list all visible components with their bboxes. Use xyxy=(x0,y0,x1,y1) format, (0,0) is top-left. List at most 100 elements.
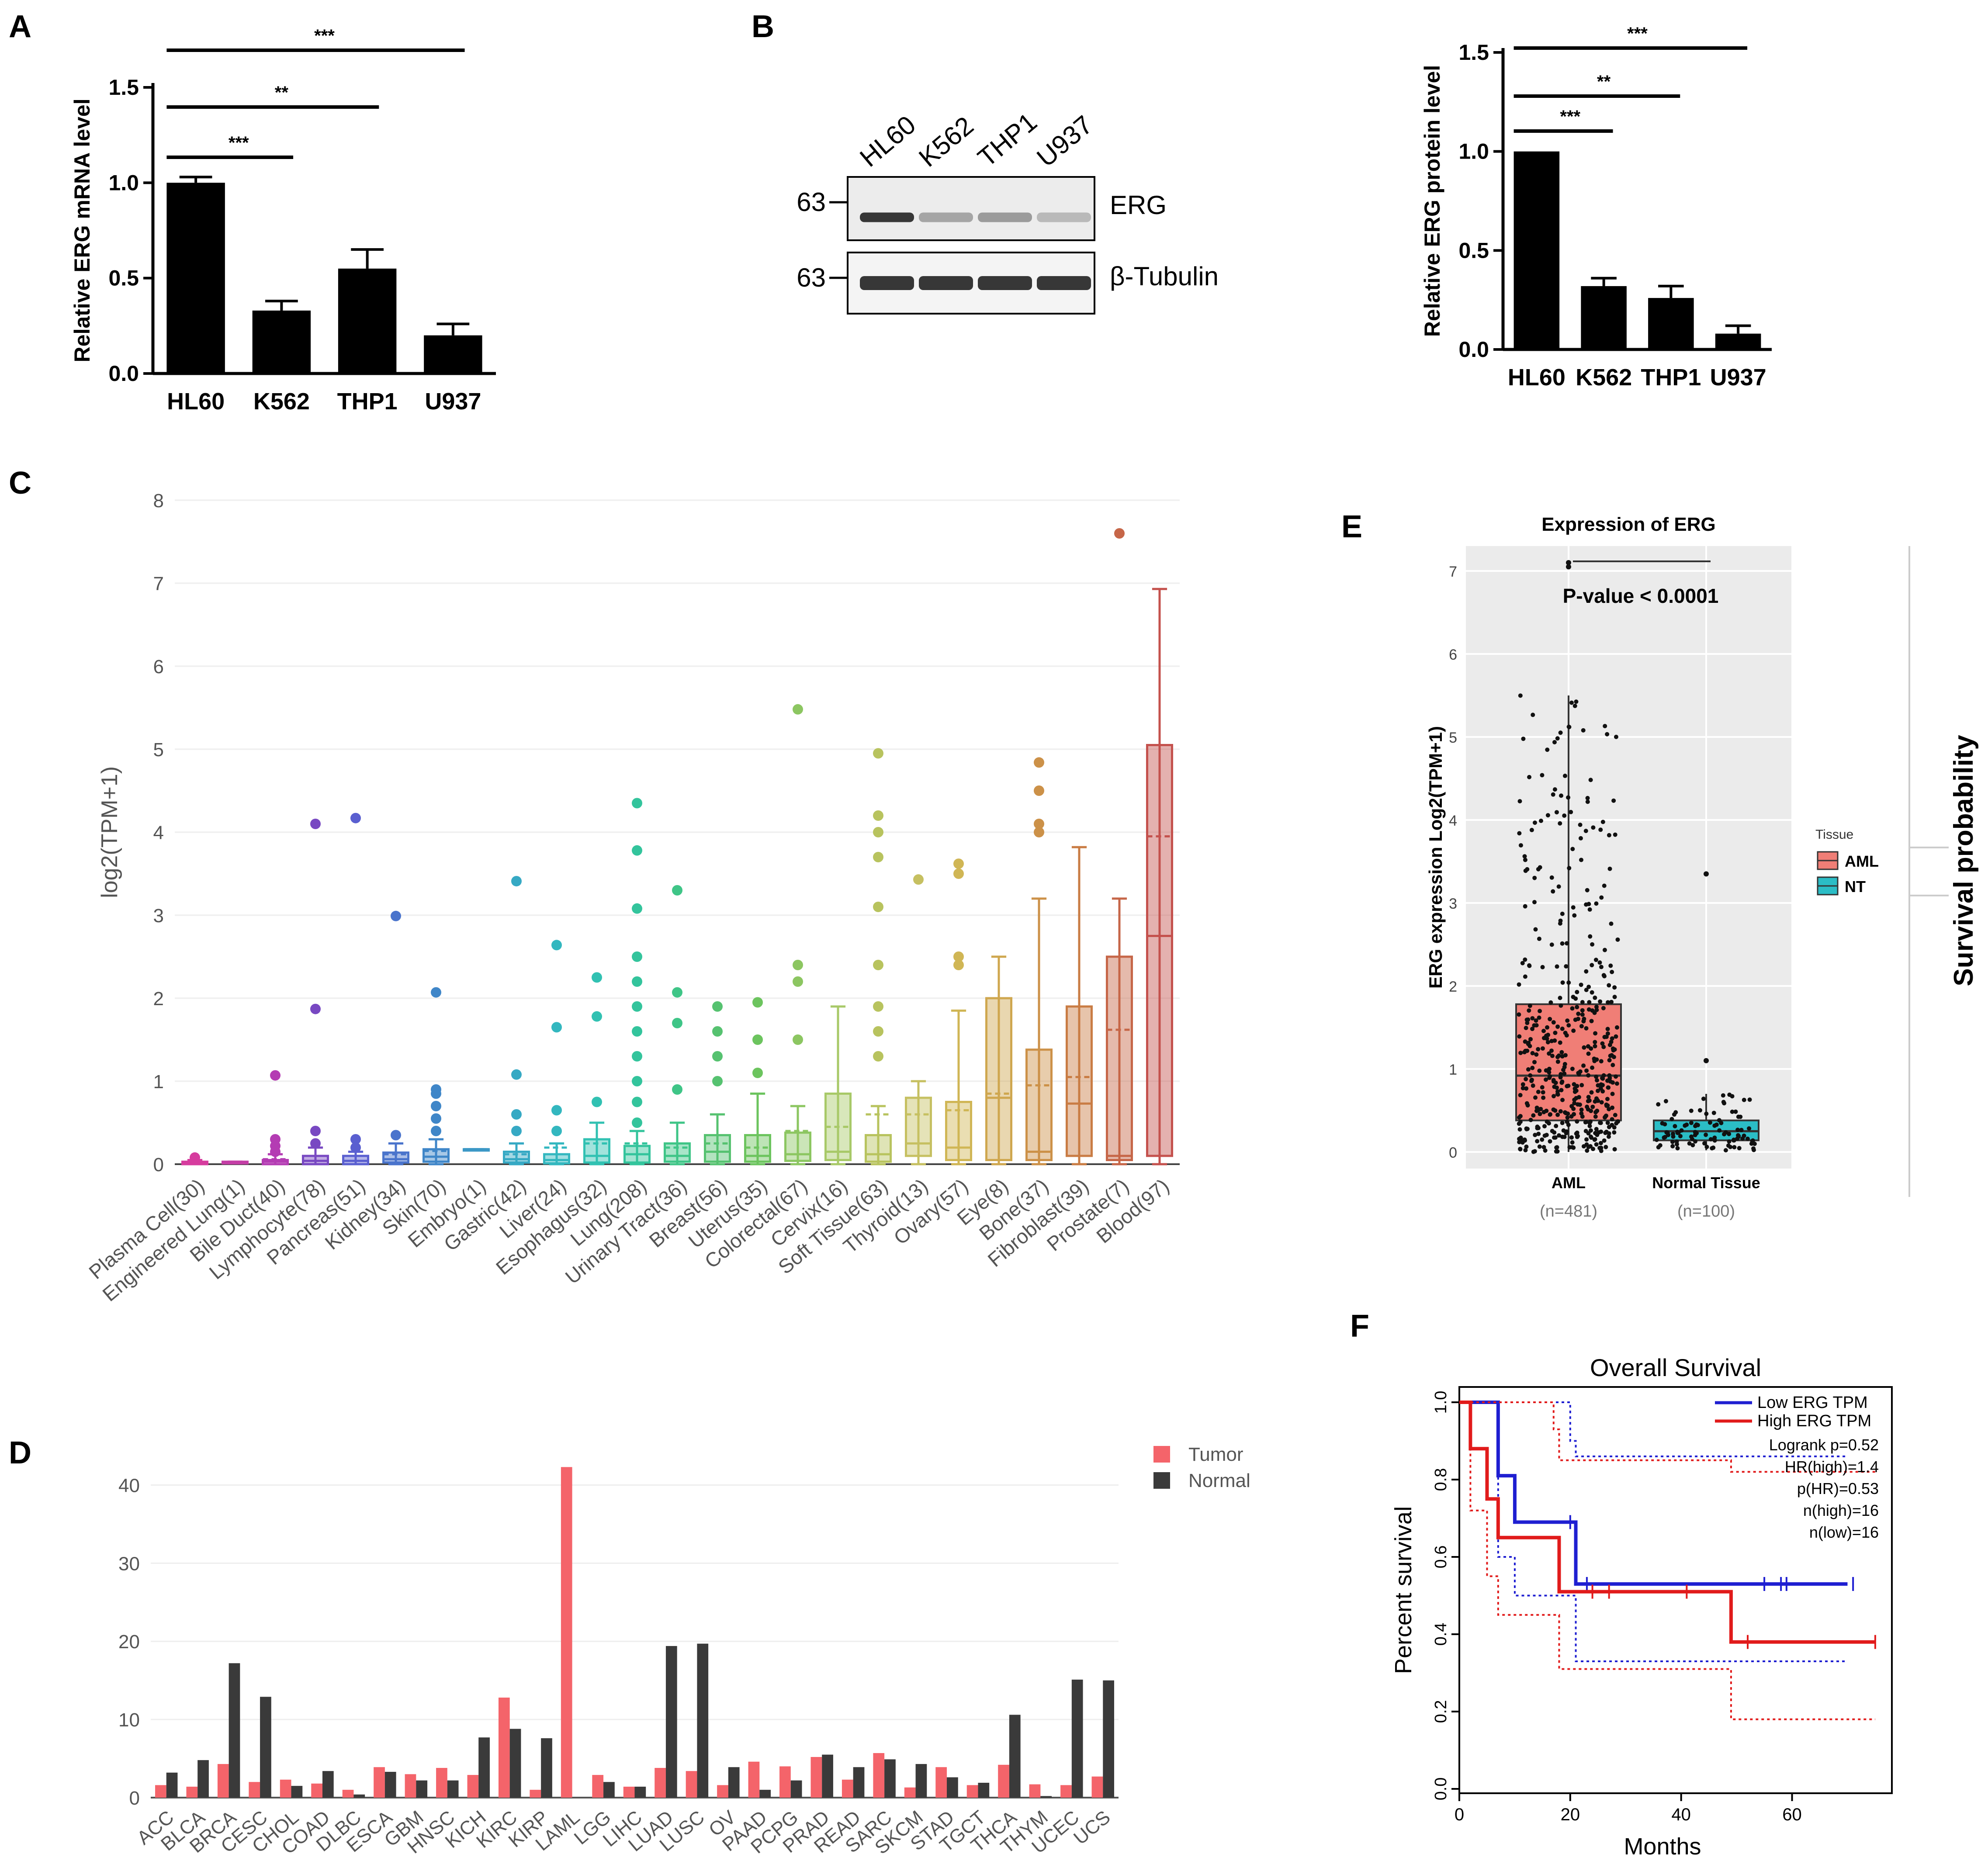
data-point xyxy=(1610,1117,1614,1122)
bar-normal-ov xyxy=(728,1767,740,1798)
bar-normal-stad xyxy=(947,1777,958,1798)
data-point xyxy=(1672,1112,1676,1117)
bar-normal-thca xyxy=(1009,1715,1021,1798)
data-point xyxy=(1708,1137,1713,1141)
stats-label: HR(high)=1.4 xyxy=(1785,1458,1879,1476)
data-point xyxy=(1594,901,1599,906)
data-point xyxy=(1527,1044,1532,1048)
data-point xyxy=(1541,1110,1546,1114)
data-point xyxy=(1605,1121,1610,1125)
data-point xyxy=(1537,1144,1542,1149)
data-point xyxy=(1541,1145,1546,1150)
blot-band xyxy=(978,212,1032,222)
data-point xyxy=(1560,980,1565,985)
series-low-erg-tpm xyxy=(1459,1401,1854,1662)
bar-normal-dlbc xyxy=(353,1794,365,1798)
outlier-point xyxy=(431,1126,441,1136)
data-point xyxy=(1665,1131,1670,1135)
data-point xyxy=(1606,1134,1611,1139)
box-11 xyxy=(623,798,651,1165)
data-point xyxy=(1578,1069,1583,1074)
panel-a: 0.0 0.5 1.0 1.5 Relative ERG mRNA level HL60 K… xyxy=(70,26,496,415)
box-23 xyxy=(1105,528,1133,1165)
outlier-point xyxy=(1034,827,1044,837)
box-iqr xyxy=(1065,1005,1093,1157)
data-point xyxy=(1536,867,1541,872)
data-point xyxy=(1593,1031,1598,1036)
data-point xyxy=(1727,1139,1732,1144)
outlier-point xyxy=(672,1084,682,1095)
data-point xyxy=(1538,1107,1543,1111)
outlier-point xyxy=(632,903,642,914)
outlier-point xyxy=(712,1051,723,1062)
data-point xyxy=(1530,1016,1535,1020)
bar-normal-pcpg xyxy=(790,1780,802,1798)
data-point xyxy=(1545,1040,1550,1044)
data-point xyxy=(1687,1141,1692,1146)
data-point xyxy=(1594,1096,1599,1101)
outlier-point xyxy=(793,960,803,970)
legend-label: High ERG TPM xyxy=(1757,1412,1871,1430)
data-point xyxy=(1601,1044,1606,1049)
significance-stars: *** xyxy=(1560,107,1580,126)
plot-frame xyxy=(1458,1386,1893,1794)
data-point xyxy=(1559,1080,1564,1085)
box-4 xyxy=(342,813,370,1165)
data-point xyxy=(1611,798,1616,803)
data-point xyxy=(1592,1010,1597,1015)
p-value-annotation: P-value < 0.0001 xyxy=(1563,584,1719,607)
box-iqr xyxy=(543,1153,571,1165)
data-point xyxy=(1598,1121,1603,1125)
outlier-point xyxy=(632,1117,642,1128)
data-point xyxy=(1598,1141,1603,1145)
data-point xyxy=(1584,1137,1589,1142)
data-point xyxy=(1520,1082,1525,1087)
data-point xyxy=(1537,937,1541,941)
data-point xyxy=(1594,1057,1599,1062)
y-tick-label: 7 xyxy=(1449,564,1457,580)
stats-label: n(low)=16 xyxy=(1809,1523,1879,1541)
data-point xyxy=(1704,1111,1709,1116)
bar-normal-luad xyxy=(665,1646,677,1798)
blot-lane-label: K562 xyxy=(913,111,979,173)
data-point xyxy=(1557,1133,1562,1138)
data-point xyxy=(1736,1114,1741,1119)
data-point xyxy=(1598,999,1603,1004)
data-point xyxy=(1563,1031,1568,1035)
data-point xyxy=(1654,1138,1659,1142)
panel-d: 010203040ACCBLCABRCACESCCHOLCOADDLBCESCA… xyxy=(118,1444,1250,1858)
data-point xyxy=(1565,1119,1569,1124)
bar-normal-esca xyxy=(384,1771,396,1798)
y-tick-label: 1.5 xyxy=(1458,40,1489,65)
data-point xyxy=(1542,1133,1547,1138)
data-point xyxy=(1580,1008,1585,1013)
data-point xyxy=(1530,1065,1535,1070)
data-point xyxy=(1590,1065,1595,1070)
blot-band xyxy=(860,212,914,222)
outlier-point xyxy=(431,1113,441,1124)
data-point xyxy=(1523,1048,1528,1053)
data-point xyxy=(1599,965,1604,969)
bar-k562 xyxy=(252,310,311,374)
outlier-point xyxy=(592,1011,602,1022)
data-point xyxy=(1558,918,1563,923)
data-point xyxy=(1546,1121,1551,1126)
outlier-point xyxy=(270,1070,281,1081)
y-tick-label: 0.0 xyxy=(1458,337,1489,362)
data-point xyxy=(1593,1044,1597,1048)
data-point xyxy=(1607,866,1612,871)
data-point xyxy=(1558,1075,1563,1080)
data-point xyxy=(1524,1077,1528,1082)
x-count-label: (n=100) xyxy=(1677,1202,1735,1221)
y-tick-label: 5 xyxy=(153,739,164,761)
data-point xyxy=(1613,1113,1617,1117)
bar-tumor-ucs xyxy=(1091,1776,1103,1798)
data-point xyxy=(1590,990,1594,995)
data-point xyxy=(1555,1024,1560,1029)
y-axis-title: Percent survival xyxy=(1390,1506,1417,1674)
x-tick-label: U937 xyxy=(1710,364,1766,391)
bar-normal-thym xyxy=(1040,1796,1052,1798)
data-point xyxy=(1610,1105,1615,1110)
legend-label: AML xyxy=(1845,852,1879,870)
